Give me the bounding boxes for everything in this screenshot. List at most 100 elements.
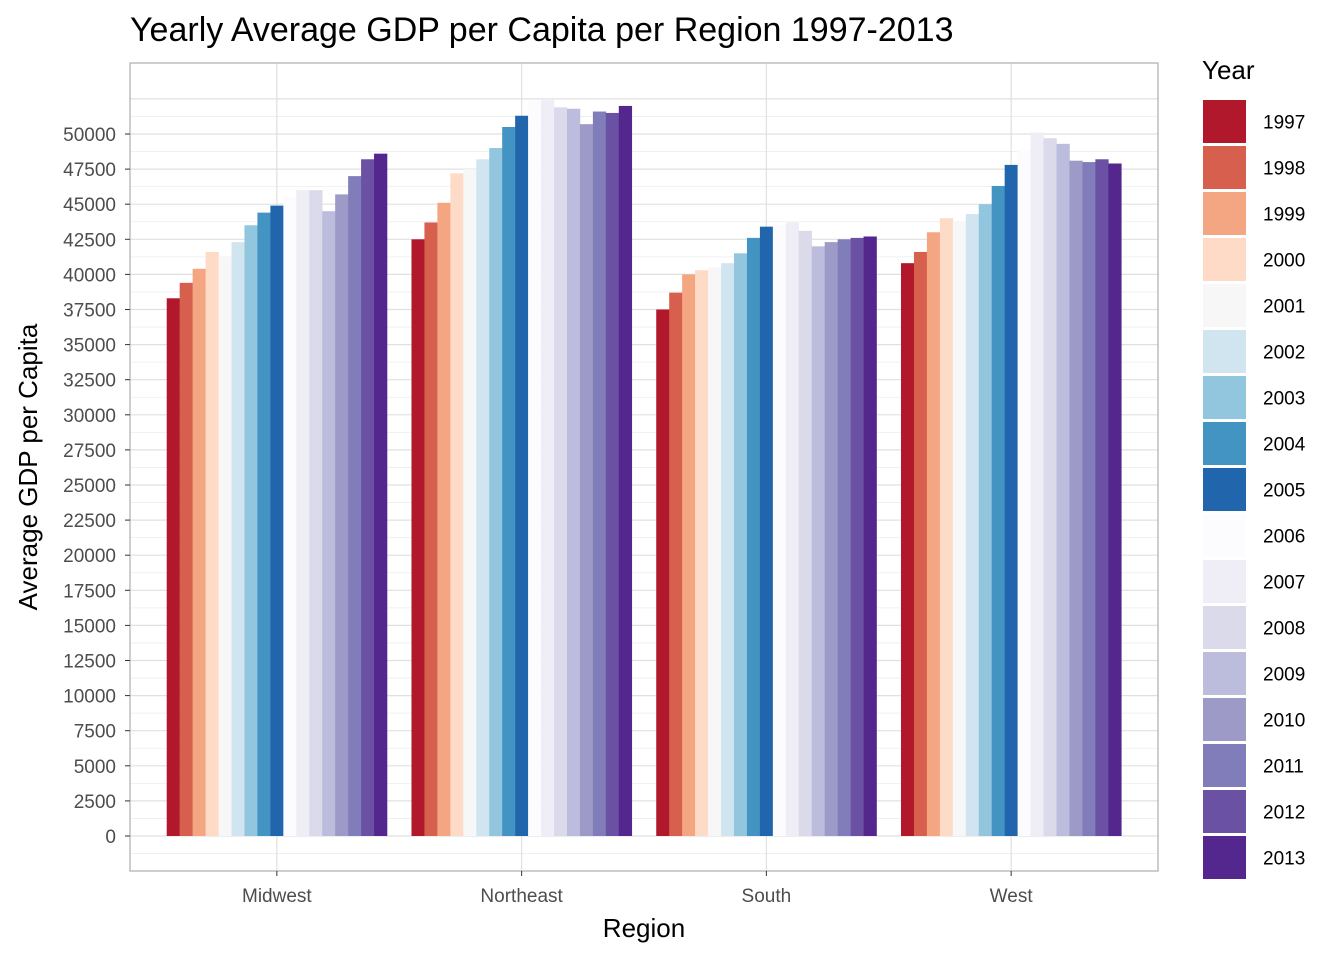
bar-south-2009 — [811, 246, 825, 836]
bar-south-2001 — [708, 267, 722, 836]
legend-key-2000 — [1203, 238, 1246, 281]
bar-midwest-2012 — [361, 159, 375, 837]
bar-northeast-1998 — [424, 222, 438, 836]
x-tick-label: West — [990, 886, 1034, 907]
bar-northeast-2005 — [515, 115, 529, 837]
bar-west-2011 — [1082, 162, 1096, 836]
legend-label-2008: 2008 — [1263, 619, 1305, 640]
legend-key-2013 — [1203, 836, 1246, 879]
bar-midwest-2005 — [270, 205, 284, 836]
bar-midwest-2009 — [322, 211, 336, 837]
legend-key-2006 — [1203, 514, 1246, 557]
bar-midwest-2013 — [374, 153, 388, 836]
bar-midwest-2003 — [244, 225, 258, 836]
bar-south-2003 — [733, 253, 748, 837]
bar-west-2002 — [965, 214, 980, 836]
bar-west-2012 — [1095, 159, 1109, 837]
y-tick-label: 12500 — [63, 652, 116, 673]
bar-west-2004 — [991, 185, 1005, 836]
bar-west-2008 — [1043, 138, 1057, 836]
bar-west-2013 — [1108, 163, 1122, 836]
bar-northeast-2013 — [618, 105, 633, 837]
legend-key-1999 — [1203, 192, 1246, 235]
bar-northeast-2007 — [541, 98, 555, 836]
bar-west-2010 — [1069, 160, 1083, 836]
y-tick-label: 40000 — [63, 265, 116, 286]
chart-title: Yearly Average GDP per Capita per Region… — [130, 11, 954, 49]
bar-west-2005 — [1004, 164, 1018, 836]
legend-label-2007: 2007 — [1263, 573, 1305, 594]
y-tick-label: 7500 — [74, 722, 116, 743]
legend-label-2010: 2010 — [1263, 711, 1305, 732]
bar-south-1997 — [656, 309, 670, 836]
bar-south-2010 — [824, 242, 838, 836]
bar-northeast-1997 — [411, 239, 425, 837]
bar-south-2011 — [837, 239, 851, 837]
bar-west-2006 — [1017, 149, 1031, 837]
bar-west-1999 — [926, 232, 941, 836]
bar-northeast-2010 — [579, 124, 594, 836]
x-tick-label: Midwest — [242, 886, 312, 907]
bar-west-1998 — [913, 251, 928, 836]
legend-key-2002 — [1203, 330, 1246, 373]
legend-label-2001: 2001 — [1263, 297, 1305, 318]
legend-label-2006: 2006 — [1263, 527, 1305, 548]
bar-midwest-2011 — [348, 176, 362, 836]
bar-south-2005 — [759, 226, 774, 836]
legend: Year 1997 1998 1999 2000 2001 2002 2003 2004 200… — [1202, 55, 1306, 879]
legend-key-2007 — [1203, 560, 1246, 603]
y-tick-label: 17500 — [63, 581, 116, 602]
legend-label-1997: 1997 — [1263, 113, 1305, 134]
bar-south-2008 — [798, 230, 813, 837]
y-tick-label: 47500 — [63, 160, 116, 181]
bar-northeast-2001 — [463, 169, 477, 837]
y-tick-label: 37500 — [63, 301, 116, 322]
bar-midwest-1998 — [179, 282, 193, 837]
legend-label-2012: 2012 — [1263, 803, 1305, 824]
y-tick-label: 32500 — [63, 371, 116, 392]
legend-label-2000: 2000 — [1263, 251, 1305, 272]
bar-south-2007 — [785, 222, 800, 836]
legend-key-2001 — [1203, 284, 1246, 327]
bar-northeast-2008 — [554, 107, 568, 837]
legend-label-2005: 2005 — [1263, 481, 1305, 502]
bar-northeast-2006 — [528, 100, 542, 836]
bar-northeast-2003 — [489, 148, 503, 837]
panel-border — [129, 62, 1159, 872]
bar-midwest-2001 — [218, 256, 232, 836]
x-axis-title: Region — [603, 913, 685, 943]
legend-key-2008 — [1203, 606, 1246, 649]
legend-key-2011 — [1203, 744, 1246, 787]
y-axis-title: Average GDP per Capita — [13, 323, 43, 610]
bar-midwest-2007 — [296, 190, 310, 836]
bar-west-2001 — [952, 221, 967, 837]
bar-northeast-2011 — [592, 111, 607, 836]
bar-northeast-2009 — [566, 108, 581, 836]
legend-key-2009 — [1203, 652, 1246, 695]
bar-northeast-2012 — [605, 112, 620, 836]
legend-label-2009: 2009 — [1263, 665, 1305, 686]
bar-midwest-2002 — [231, 242, 245, 836]
legend-label-2003: 2003 — [1263, 389, 1305, 410]
bar-south-2004 — [746, 237, 761, 836]
bar-south-2002 — [721, 263, 735, 837]
bar-northeast-2002 — [476, 159, 490, 837]
bar-midwest-2010 — [335, 194, 349, 836]
bar-west-2003 — [978, 204, 993, 836]
bar-west-2007 — [1030, 132, 1044, 836]
legend-label-2004: 2004 — [1263, 435, 1306, 456]
bar-midwest-2004 — [257, 212, 271, 836]
legend-key-2005 — [1203, 468, 1246, 511]
x-tick-label: South — [742, 886, 792, 907]
y-tick-label: 2500 — [74, 792, 116, 813]
legend-key-2003 — [1203, 376, 1246, 419]
y-tick-label: 25000 — [63, 476, 116, 497]
y-tick-label: 0 — [105, 827, 116, 848]
y-tick-label: 42500 — [63, 230, 116, 251]
bar-south-2006 — [772, 225, 787, 836]
y-tick-label: 30000 — [63, 406, 116, 427]
bar-northeast-2004 — [502, 126, 516, 837]
legend-label-1998: 1998 — [1263, 159, 1305, 180]
plot-panel: 0 2500 5000 7500 10000 12500 15000 17500 20000 22… — [63, 62, 1159, 907]
